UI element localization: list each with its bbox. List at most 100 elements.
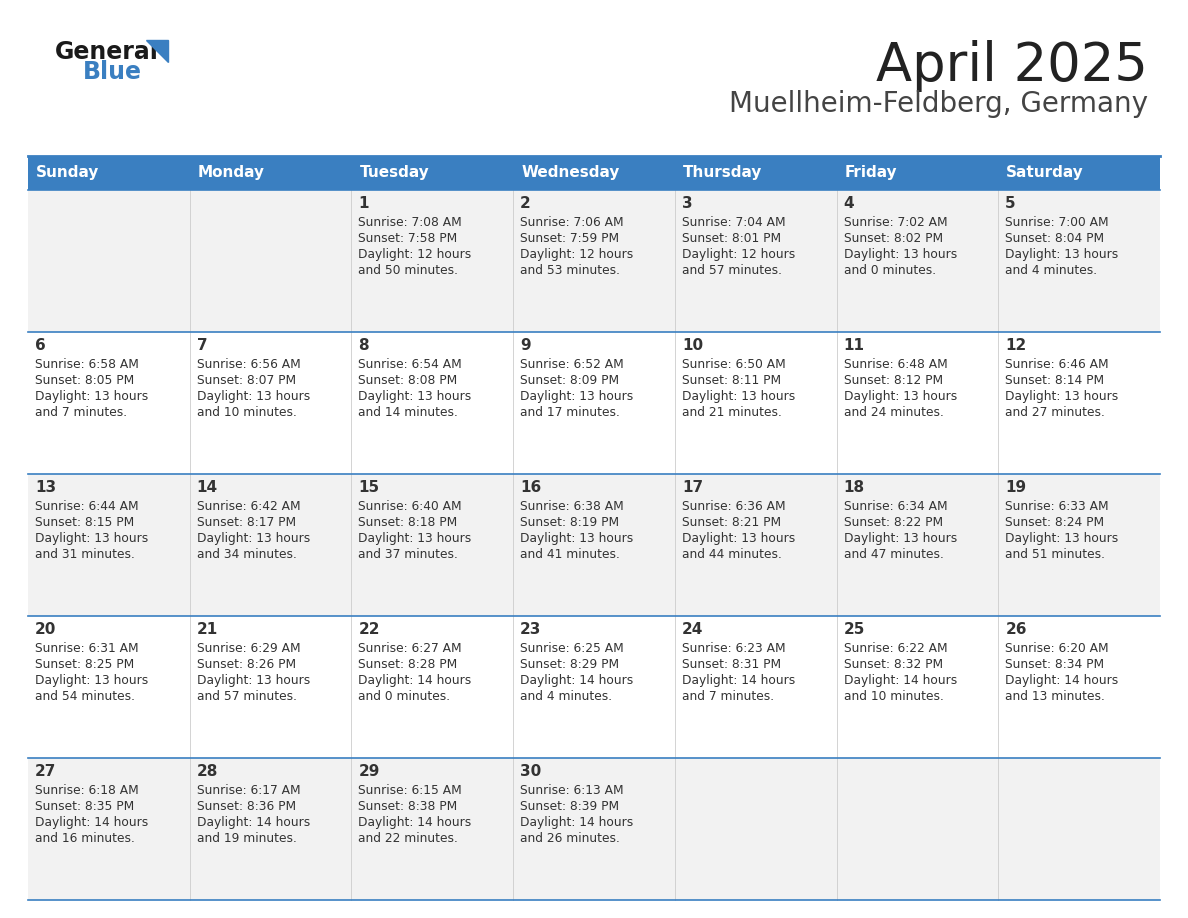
Text: Sunset: 8:11 PM: Sunset: 8:11 PM bbox=[682, 375, 781, 387]
Text: Daylight: 13 hours: Daylight: 13 hours bbox=[359, 532, 472, 545]
Text: 13: 13 bbox=[34, 480, 56, 495]
Text: 7: 7 bbox=[197, 338, 208, 353]
Bar bbox=[29, 758, 190, 900]
Text: Sunset: 8:02 PM: Sunset: 8:02 PM bbox=[843, 232, 943, 245]
Bar bbox=[352, 332, 513, 474]
Bar bbox=[675, 474, 836, 616]
Text: and 53 minutes.: and 53 minutes. bbox=[520, 264, 620, 277]
Text: Daylight: 14 hours: Daylight: 14 hours bbox=[520, 816, 633, 829]
Text: and 4 minutes.: and 4 minutes. bbox=[1005, 264, 1098, 277]
Text: Sunset: 8:09 PM: Sunset: 8:09 PM bbox=[520, 375, 619, 387]
Text: and 47 minutes.: and 47 minutes. bbox=[843, 548, 943, 561]
Text: Sunrise: 6:50 AM: Sunrise: 6:50 AM bbox=[682, 358, 785, 371]
Bar bbox=[836, 616, 998, 758]
Bar bbox=[836, 758, 998, 900]
Text: Sunset: 8:24 PM: Sunset: 8:24 PM bbox=[1005, 516, 1105, 530]
Bar bbox=[675, 332, 836, 474]
Bar bbox=[513, 332, 675, 474]
Text: Sunrise: 6:29 AM: Sunrise: 6:29 AM bbox=[197, 643, 301, 655]
Text: Sunset: 8:18 PM: Sunset: 8:18 PM bbox=[359, 516, 457, 530]
Text: 27: 27 bbox=[34, 764, 56, 779]
Text: Sunrise: 6:44 AM: Sunrise: 6:44 AM bbox=[34, 500, 139, 513]
Bar bbox=[190, 758, 352, 900]
Text: Sunset: 8:12 PM: Sunset: 8:12 PM bbox=[843, 375, 943, 387]
Text: Sunrise: 6:20 AM: Sunrise: 6:20 AM bbox=[1005, 643, 1108, 655]
Text: Sunset: 8:19 PM: Sunset: 8:19 PM bbox=[520, 516, 619, 530]
Bar bbox=[513, 474, 675, 616]
Text: 1: 1 bbox=[359, 196, 369, 211]
Text: Daylight: 13 hours: Daylight: 13 hours bbox=[197, 532, 310, 545]
Text: Sunrise: 6:54 AM: Sunrise: 6:54 AM bbox=[359, 358, 462, 371]
Bar bbox=[29, 156, 190, 190]
Text: and 0 minutes.: and 0 minutes. bbox=[359, 690, 450, 703]
Bar bbox=[513, 616, 675, 758]
Text: and 7 minutes.: and 7 minutes. bbox=[682, 690, 775, 703]
Text: 8: 8 bbox=[359, 338, 369, 353]
Text: Sunset: 8:38 PM: Sunset: 8:38 PM bbox=[359, 800, 457, 813]
Bar bbox=[352, 616, 513, 758]
Text: 19: 19 bbox=[1005, 480, 1026, 495]
Text: and 37 minutes.: and 37 minutes. bbox=[359, 548, 459, 561]
Text: Sunset: 8:36 PM: Sunset: 8:36 PM bbox=[197, 800, 296, 813]
Text: Daylight: 13 hours: Daylight: 13 hours bbox=[197, 674, 310, 688]
Text: Thursday: Thursday bbox=[683, 165, 763, 181]
Text: Daylight: 13 hours: Daylight: 13 hours bbox=[843, 532, 956, 545]
Text: Sunrise: 6:34 AM: Sunrise: 6:34 AM bbox=[843, 500, 947, 513]
Text: and 0 minutes.: and 0 minutes. bbox=[843, 264, 936, 277]
Bar bbox=[675, 758, 836, 900]
Text: 24: 24 bbox=[682, 622, 703, 637]
Text: 17: 17 bbox=[682, 480, 703, 495]
Text: Sunrise: 7:02 AM: Sunrise: 7:02 AM bbox=[843, 217, 947, 230]
Text: Wednesday: Wednesday bbox=[522, 165, 619, 181]
Text: Saturday: Saturday bbox=[1006, 165, 1083, 181]
Text: Sunset: 8:08 PM: Sunset: 8:08 PM bbox=[359, 375, 457, 387]
Text: Daylight: 13 hours: Daylight: 13 hours bbox=[843, 248, 956, 262]
Text: 22: 22 bbox=[359, 622, 380, 637]
Text: Sunset: 8:32 PM: Sunset: 8:32 PM bbox=[843, 658, 943, 671]
Text: and 51 minutes.: and 51 minutes. bbox=[1005, 548, 1105, 561]
Text: Daylight: 13 hours: Daylight: 13 hours bbox=[682, 390, 795, 403]
Bar bbox=[675, 190, 836, 332]
Text: Sunset: 8:14 PM: Sunset: 8:14 PM bbox=[1005, 375, 1105, 387]
Text: Muellheim-Feldberg, Germany: Muellheim-Feldberg, Germany bbox=[729, 90, 1148, 118]
Text: 11: 11 bbox=[843, 338, 865, 353]
Bar bbox=[836, 190, 998, 332]
Text: Sunrise: 6:17 AM: Sunrise: 6:17 AM bbox=[197, 784, 301, 798]
Text: Daylight: 13 hours: Daylight: 13 hours bbox=[34, 390, 148, 403]
Text: Sunrise: 7:00 AM: Sunrise: 7:00 AM bbox=[1005, 217, 1108, 230]
Text: Daylight: 13 hours: Daylight: 13 hours bbox=[1005, 532, 1119, 545]
Bar bbox=[29, 332, 190, 474]
Text: Daylight: 14 hours: Daylight: 14 hours bbox=[197, 816, 310, 829]
Text: Sunrise: 6:52 AM: Sunrise: 6:52 AM bbox=[520, 358, 624, 371]
Text: and 16 minutes.: and 16 minutes. bbox=[34, 832, 135, 845]
Text: Sunrise: 6:23 AM: Sunrise: 6:23 AM bbox=[682, 643, 785, 655]
Text: and 44 minutes.: and 44 minutes. bbox=[682, 548, 782, 561]
Text: 21: 21 bbox=[197, 622, 217, 637]
Text: Sunrise: 6:56 AM: Sunrise: 6:56 AM bbox=[197, 358, 301, 371]
Text: Daylight: 13 hours: Daylight: 13 hours bbox=[359, 390, 472, 403]
Text: and 24 minutes.: and 24 minutes. bbox=[843, 406, 943, 420]
Text: April 2025: April 2025 bbox=[876, 40, 1148, 92]
Text: and 7 minutes.: and 7 minutes. bbox=[34, 406, 127, 420]
Text: Daylight: 12 hours: Daylight: 12 hours bbox=[682, 248, 795, 262]
Text: Daylight: 12 hours: Daylight: 12 hours bbox=[520, 248, 633, 262]
Bar bbox=[29, 190, 190, 332]
Text: and 10 minutes.: and 10 minutes. bbox=[197, 406, 297, 420]
Text: Daylight: 13 hours: Daylight: 13 hours bbox=[520, 532, 633, 545]
Text: and 50 minutes.: and 50 minutes. bbox=[359, 264, 459, 277]
Text: Sunset: 8:35 PM: Sunset: 8:35 PM bbox=[34, 800, 134, 813]
Text: Sunrise: 6:40 AM: Sunrise: 6:40 AM bbox=[359, 500, 462, 513]
Bar bbox=[675, 156, 836, 190]
Text: Daylight: 13 hours: Daylight: 13 hours bbox=[197, 390, 310, 403]
Bar bbox=[675, 616, 836, 758]
Text: Sunset: 8:05 PM: Sunset: 8:05 PM bbox=[34, 375, 134, 387]
Text: 10: 10 bbox=[682, 338, 703, 353]
Text: Sunset: 8:29 PM: Sunset: 8:29 PM bbox=[520, 658, 619, 671]
Bar bbox=[513, 758, 675, 900]
Text: Sunset: 7:59 PM: Sunset: 7:59 PM bbox=[520, 232, 619, 245]
Text: Friday: Friday bbox=[845, 165, 897, 181]
Text: Sunset: 8:04 PM: Sunset: 8:04 PM bbox=[1005, 232, 1105, 245]
Text: and 10 minutes.: and 10 minutes. bbox=[843, 690, 943, 703]
Bar bbox=[352, 474, 513, 616]
Bar bbox=[836, 474, 998, 616]
